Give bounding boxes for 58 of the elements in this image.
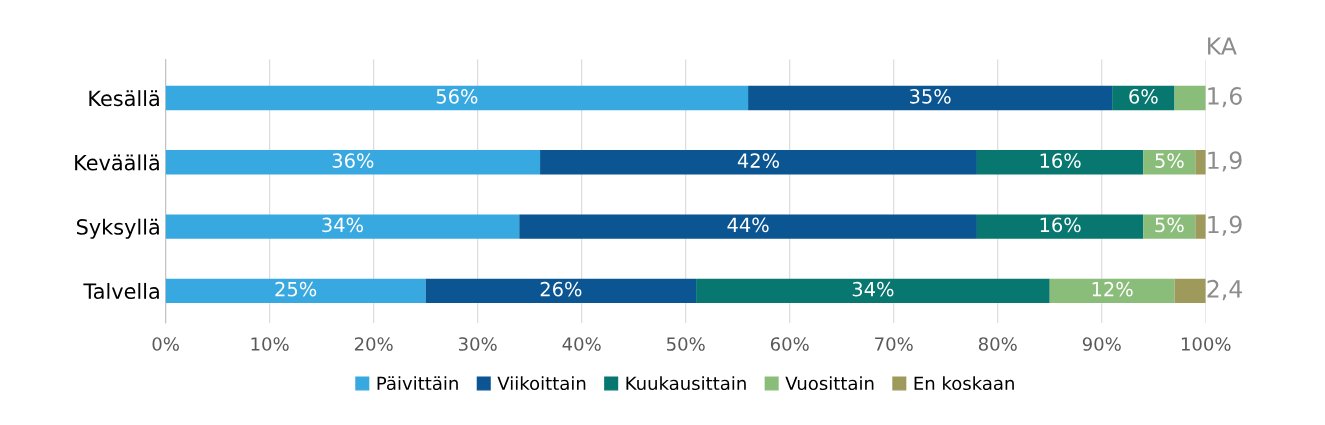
x-tick-label: 30%: [458, 337, 497, 351]
text: 1,6: [1208, 87, 1242, 108]
x-tick-label: 40%: [562, 337, 601, 351]
bar: [1174, 85, 1206, 111]
x-tick-label: 60%: [770, 337, 809, 351]
bar: [165, 85, 749, 111]
y-tick-label: Kesällä: [89, 90, 159, 107]
x-tick-label: 100%: [1181, 337, 1231, 351]
legend-label: Vuosittain: [785, 376, 874, 391]
bar: [1143, 214, 1196, 239]
bar: [540, 150, 977, 175]
bar: [165, 214, 520, 239]
data-label: 5%: [1155, 217, 1184, 233]
data-label: 56%: [436, 89, 478, 104]
x-tick-label: 50%: [667, 337, 705, 351]
bar: [1195, 214, 1206, 239]
bar: [1195, 150, 1206, 175]
text: 2,4: [1207, 279, 1242, 301]
bar: [1143, 150, 1196, 175]
x-tick-label: 0%: [152, 337, 179, 351]
data-label: 5%: [1155, 153, 1184, 168]
x-tick-label: 80%: [978, 337, 1017, 351]
data-label: 6%: [1129, 89, 1158, 104]
legend-label: Viikoittain: [497, 376, 586, 391]
legend-label: Päivittäin: [377, 376, 458, 391]
data-label: 44%: [727, 217, 769, 233]
data-label: 25%: [275, 281, 317, 297]
legend-label: Kuukausittain: [626, 376, 746, 391]
data-label: 16%: [1040, 217, 1081, 233]
y-tick-label: Syksyllä: [76, 218, 159, 239]
data-label: 36%: [332, 153, 374, 168]
bar: [1174, 278, 1206, 304]
text: 1,9: [1208, 151, 1242, 172]
data-label: 26%: [540, 281, 582, 297]
data-label: 16%: [1040, 153, 1081, 168]
y-tick-label: Talvella: [83, 282, 159, 300]
data-label: 12%: [1092, 281, 1133, 297]
bar: [425, 278, 697, 304]
x-tick-label: 20%: [354, 337, 393, 351]
x-tick-label: 70%: [875, 337, 913, 351]
bar: [165, 278, 426, 304]
bar: [976, 214, 1144, 239]
text: KA: [1208, 37, 1237, 55]
bar: [976, 150, 1144, 175]
bar: [696, 278, 1050, 304]
text: 1,9: [1208, 215, 1242, 236]
data-label: 42%: [737, 153, 780, 168]
data-label: 34%: [852, 281, 894, 297]
data-label: 34%: [322, 217, 363, 233]
bar: [519, 214, 977, 239]
bar: [748, 85, 1113, 111]
x-tick-label: 90%: [1082, 337, 1121, 351]
y-tick-label: Keväällä: [75, 154, 159, 171]
bar: [165, 150, 541, 175]
bar: [1049, 278, 1175, 304]
legend-label: En koskaan: [914, 376, 1014, 391]
data-label: 35%: [909, 89, 951, 104]
x-tick-label: 10%: [251, 337, 289, 351]
